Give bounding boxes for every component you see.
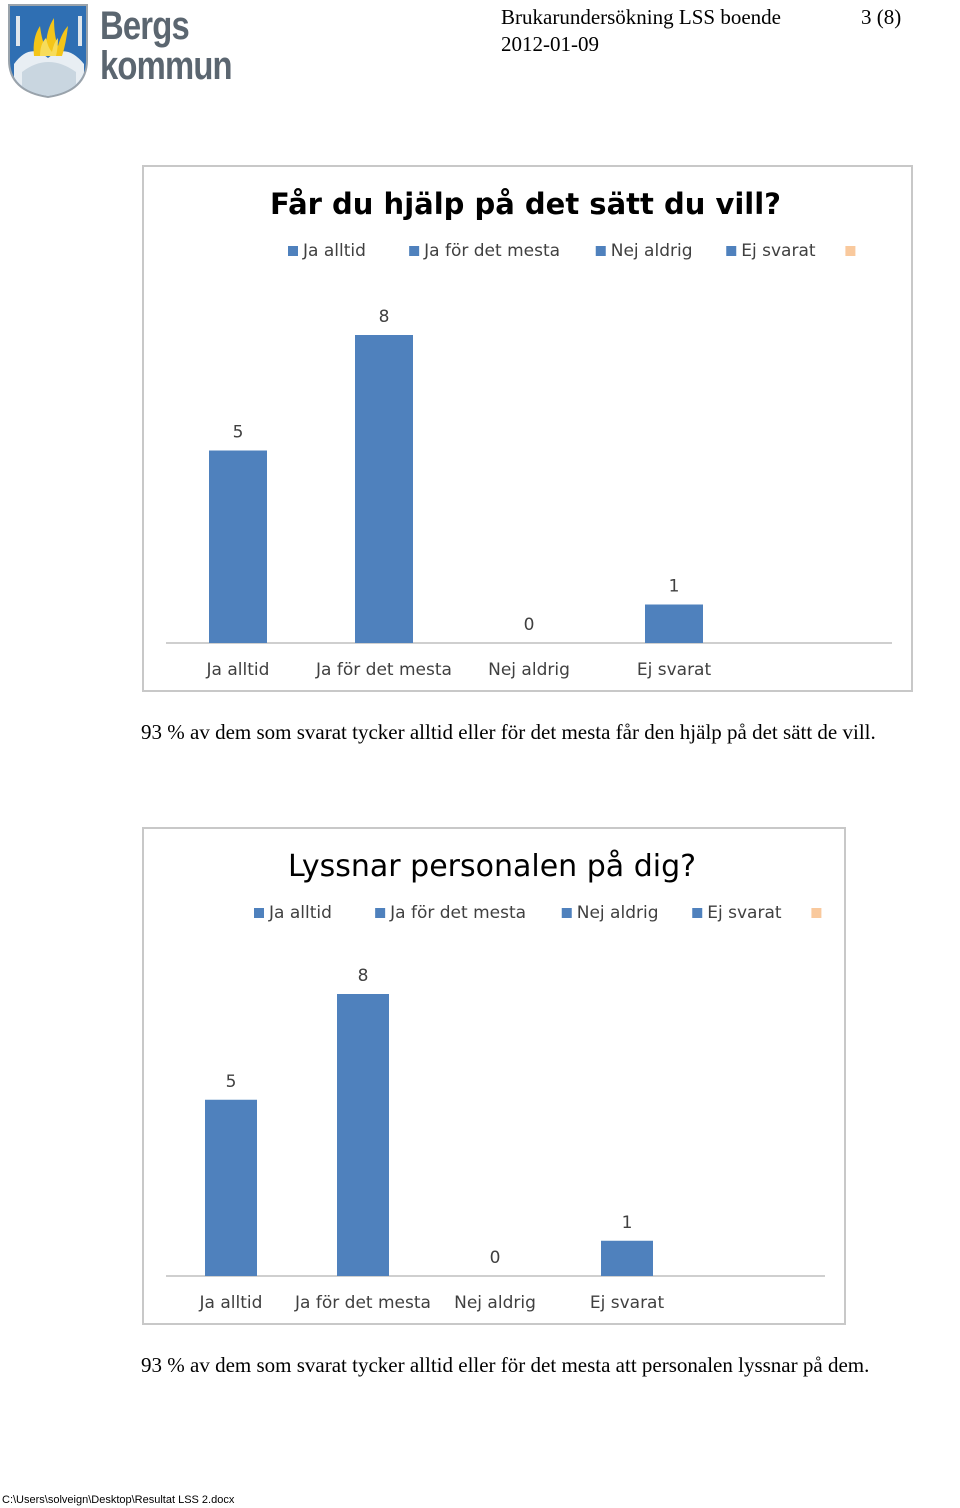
category-label-2: Ja för det mesta — [315, 660, 452, 680]
document-date: 2012-01-09 — [501, 32, 599, 56]
category-label-2: Ja för det mesta — [294, 1293, 431, 1313]
caption-help: 93 % av dem som svarat tycker alltid ell… — [141, 720, 876, 744]
data-label-1: 5 — [226, 1072, 237, 1092]
bar-4 — [645, 604, 703, 643]
bar-4 — [601, 1240, 653, 1276]
legend-label-4: Ej svarat — [741, 241, 816, 261]
category-label-1: Ja alltid — [199, 1293, 263, 1313]
legend-label-4: Ej svarat — [707, 903, 782, 923]
logo-text-kommun: kommun — [100, 44, 233, 88]
data-label-2: 8 — [358, 966, 369, 986]
legend-swatch-2 — [375, 908, 386, 918]
bergs-kommun-logo: Bergs kommun — [4, 2, 233, 100]
legend-swatch-3 — [595, 246, 606, 256]
data-label-4: 1 — [622, 1213, 633, 1233]
legend-swatch-2 — [409, 246, 420, 256]
data-label-3: 0 — [490, 1248, 501, 1268]
legend-swatch-1 — [254, 908, 264, 918]
coat-of-arms-icon — [8, 4, 88, 98]
legend-label-2: Ja för det mesta — [423, 241, 560, 261]
footer-file-path: C:\Users\solveign\Desktop\Resultat LSS 2… — [2, 1494, 235, 1506]
page-number: 3 (8) — [861, 5, 902, 29]
legend-label-1: Ja alltid — [302, 241, 366, 261]
legend-swatch-4 — [692, 908, 703, 918]
chart-help-title: Får du hjälp på det sätt du vill? — [270, 187, 781, 221]
category-label-1: Ja alltid — [206, 660, 270, 680]
chart-listen-svg: Lyssnar personalen på dig? Ja alltid Ja fö… — [166, 849, 825, 1313]
legend-label-2: Ja för det mesta — [389, 903, 526, 923]
category-label-3: Nej aldrig — [488, 660, 570, 680]
data-label-3: 0 — [524, 615, 535, 635]
legend-swatch-3 — [561, 908, 572, 918]
data-label-1: 5 — [233, 423, 244, 443]
legend-label-3: Nej aldrig — [611, 241, 693, 261]
bar-2 — [355, 335, 413, 643]
legend-swatch-5 — [811, 908, 822, 918]
category-label-3: Nej aldrig — [454, 1293, 536, 1313]
bar-1 — [205, 1099, 257, 1276]
chart-help-svg: Får du hjälp på det sätt du vill? Ja allt… — [166, 187, 892, 680]
chart-listen: Lyssnar personalen på dig? Ja alltid Ja fö… — [142, 827, 846, 1325]
category-label-4: Ej svarat — [637, 660, 712, 680]
document-title: Brukarundersökning LSS boende — [501, 5, 781, 29]
chart-listen-title: Lyssnar personalen på dig? — [288, 849, 696, 884]
logo-text-bergs: Bergs — [100, 4, 190, 48]
legend-swatch-1 — [288, 246, 298, 256]
data-label-4: 1 — [669, 577, 680, 597]
bar-1 — [209, 450, 267, 643]
legend-label-3: Nej aldrig — [577, 903, 659, 923]
data-label-2: 8 — [379, 307, 390, 327]
chart-help: Får du hjälp på det sätt du vill? Ja allt… — [142, 165, 913, 692]
legend-swatch-4 — [726, 246, 737, 256]
bar-2 — [337, 994, 389, 1276]
category-label-4: Ej svarat — [590, 1293, 665, 1313]
legend-swatch-5 — [845, 246, 856, 256]
legend-label-1: Ja alltid — [268, 903, 332, 923]
caption-listen: 93 % av dem som svarat tycker alltid ell… — [141, 1353, 870, 1377]
